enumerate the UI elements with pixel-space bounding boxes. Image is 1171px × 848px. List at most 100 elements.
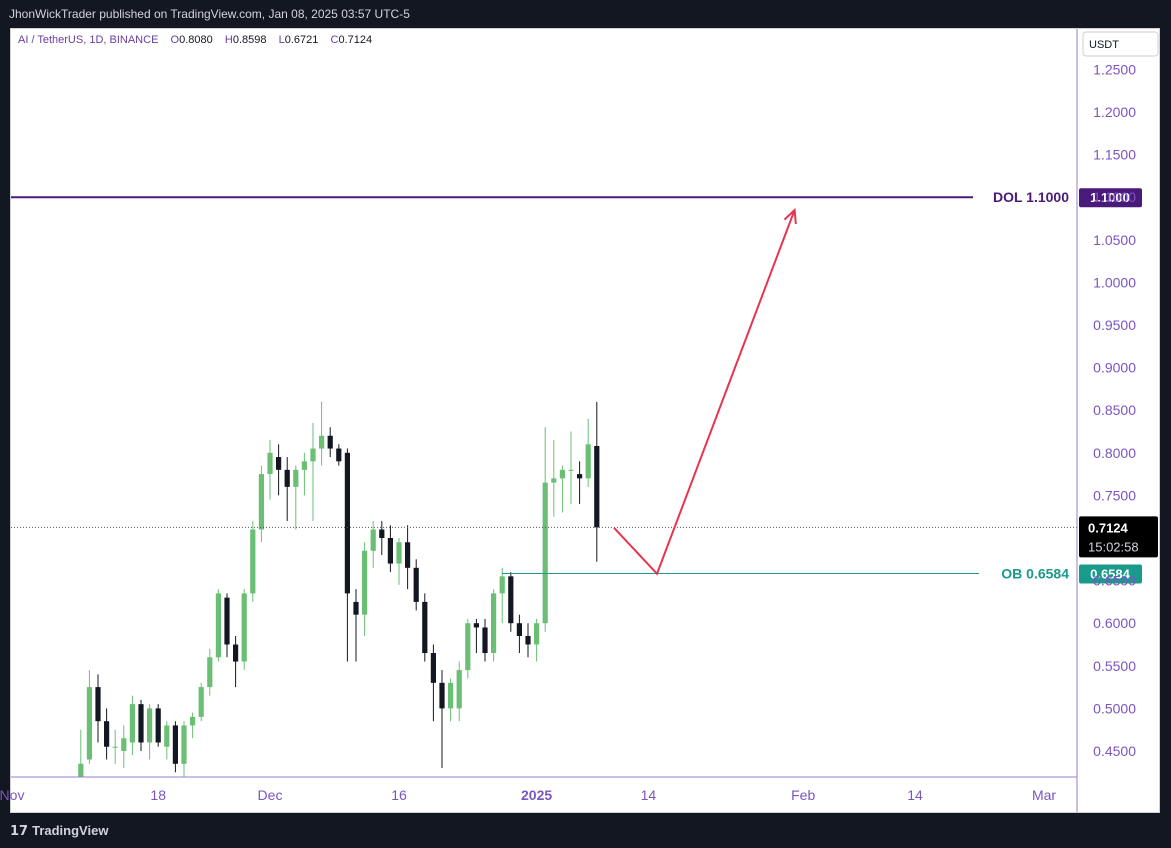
open-value: 0.8080 <box>179 34 213 46</box>
price-tick-label: 0.6500 <box>1093 573 1136 589</box>
axis-tag-text: 0.6584 <box>1090 566 1131 581</box>
candle-body <box>551 478 557 483</box>
candle <box>456 661 462 722</box>
candle <box>379 520 385 556</box>
candle-body <box>344 452 350 594</box>
candle-body <box>448 682 454 709</box>
candle-body <box>172 725 178 764</box>
candle <box>258 465 264 543</box>
currency-label: USDT <box>1089 39 1119 51</box>
symbol-label[interactable]: AI / TetherUS, 1D, BINANCE <box>18 34 159 46</box>
tradingview-logo-icon: 𝟭𝟳 <box>10 823 29 838</box>
currency-button[interactable] <box>1082 31 1159 57</box>
price-tick-label: 1.1500 <box>1093 147 1136 163</box>
footer-bar: 𝟭𝟳 TradingView <box>0 813 1171 848</box>
candle-body <box>224 597 230 645</box>
symbol-legend: AI / TetherUS, 1D, BINANCE O0.8080 H0.85… <box>18 34 372 46</box>
candle <box>284 457 290 521</box>
candles-layer <box>78 401 600 777</box>
candle-body <box>147 708 153 743</box>
bar-countdown: 15:02:58 <box>1088 539 1139 554</box>
candle-body <box>362 550 368 615</box>
candle <box>112 729 118 764</box>
candle-body <box>293 469 299 487</box>
tradingview-brand[interactable]: 𝟭𝟳 TradingView <box>10 823 108 839</box>
candle <box>138 699 144 751</box>
candle <box>465 618 471 679</box>
candle <box>568 431 574 504</box>
candle <box>594 401 600 562</box>
candle <box>215 589 221 662</box>
candle-body <box>190 716 196 726</box>
candle-body <box>559 469 565 479</box>
candle-body <box>181 725 187 764</box>
candle-body <box>301 461 307 470</box>
price-tick-label: 1.2000 <box>1093 104 1136 120</box>
candle <box>413 559 419 611</box>
candle <box>164 721 170 760</box>
candle <box>241 589 247 671</box>
candle <box>551 440 557 517</box>
candle-body <box>491 593 497 654</box>
candle-body <box>207 657 213 688</box>
chart-frame[interactable] <box>10 28 1160 813</box>
candle-body <box>215 593 221 658</box>
price-tick-label: 1.2500 <box>1093 61 1136 77</box>
candle-body <box>577 474 583 479</box>
published-header: JhonWickTrader published on TradingView.… <box>0 0 1171 28</box>
candle-body <box>542 482 548 624</box>
time-axis: Nov 18 Dec 16 2025 14 Feb 14 Mar <box>0 787 1056 803</box>
candle <box>293 465 299 530</box>
candle <box>276 444 282 496</box>
candle-body <box>456 670 462 709</box>
candle-body <box>327 435 333 449</box>
candle <box>439 670 445 769</box>
price-tick-label: 0.8000 <box>1093 445 1136 461</box>
candle-body <box>516 623 522 636</box>
candle-body <box>78 763 84 777</box>
candle <box>336 444 342 466</box>
candle-body <box>370 529 376 551</box>
projection-path[interactable] <box>613 209 796 576</box>
projection-arrowhead-icon <box>783 207 797 225</box>
candle-body <box>568 469 574 471</box>
candle-body <box>465 623 471 671</box>
price-tick-label: 1.0500 <box>1093 232 1136 248</box>
close-value: 0.7124 <box>338 34 373 46</box>
candle-body <box>155 708 161 743</box>
candle-body <box>258 474 264 530</box>
candle <box>525 623 531 658</box>
open-label: O <box>170 34 180 46</box>
candle <box>129 695 135 756</box>
candle-body <box>482 627 488 654</box>
brand-text: TradingView <box>32 823 109 838</box>
candle <box>181 721 187 777</box>
time-tick-label: 14 <box>641 787 657 803</box>
candle <box>396 538 402 585</box>
candle-body <box>353 601 359 615</box>
candle <box>482 618 488 662</box>
candle-body <box>439 682 445 709</box>
candle-body <box>430 653 436 683</box>
candle <box>370 520 376 568</box>
candle-body <box>284 469 290 487</box>
candle-body <box>267 452 273 475</box>
axis-tag-text: 1.1000 <box>1090 190 1130 205</box>
high-label: H <box>224 34 233 46</box>
time-tick-label: Dec <box>258 787 283 803</box>
candle <box>224 593 230 658</box>
candle-body <box>585 444 591 479</box>
low-value: 0.6721 <box>284 34 319 46</box>
candle <box>577 461 583 504</box>
candle-body <box>164 725 170 747</box>
candle <box>250 520 256 602</box>
candle-body <box>319 435 325 449</box>
candle <box>267 440 273 500</box>
candle-body <box>534 623 540 645</box>
time-tick-label: 14 <box>907 787 923 803</box>
candle-body <box>405 542 411 568</box>
candle <box>422 593 428 662</box>
candle <box>448 678 454 722</box>
low-label: L <box>278 34 285 46</box>
